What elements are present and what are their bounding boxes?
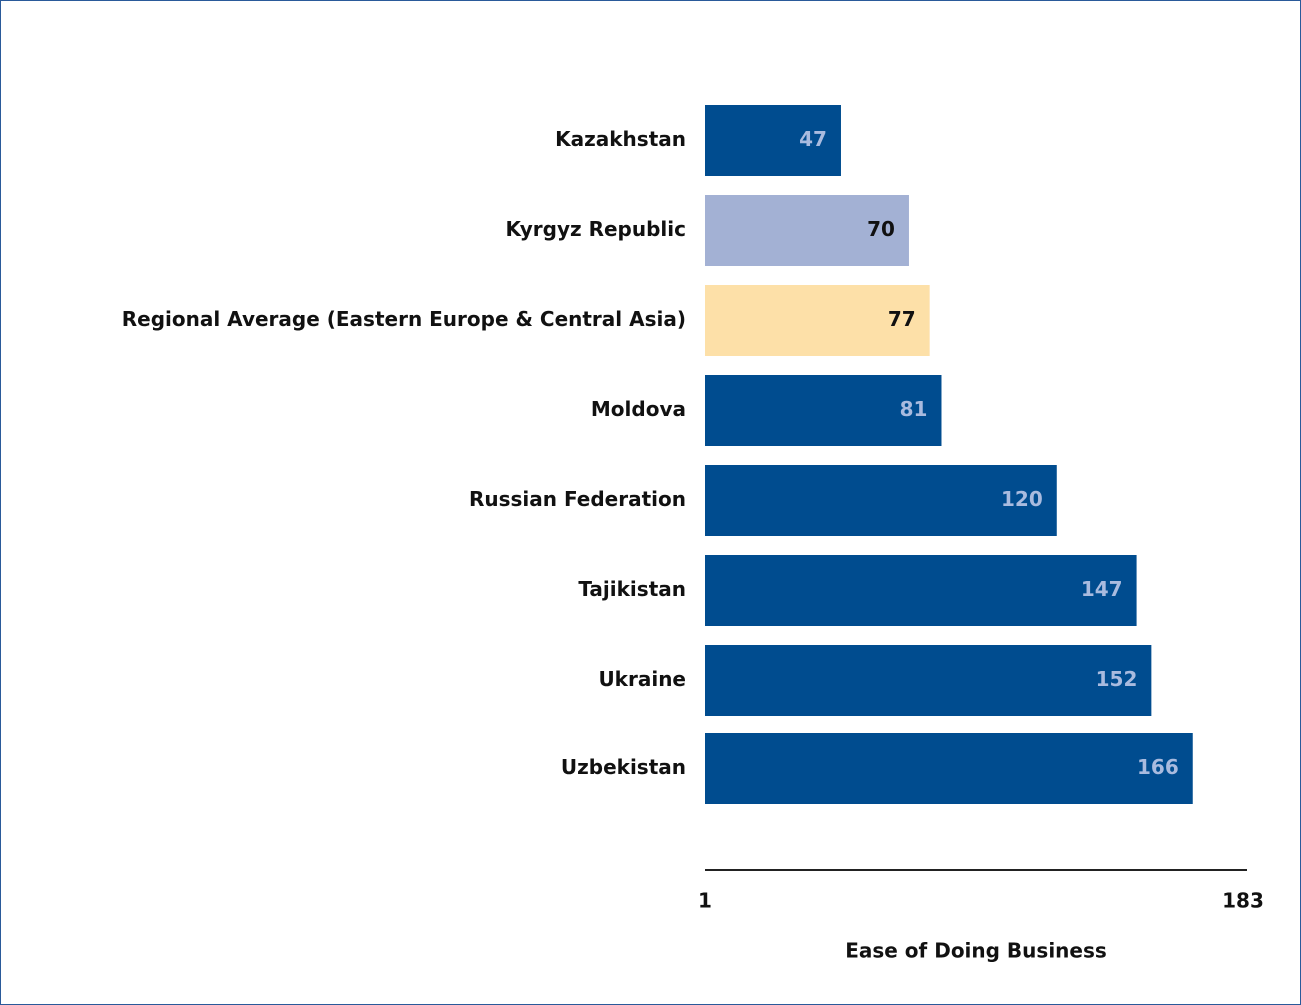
x-tick-label: 183 bbox=[1222, 889, 1264, 913]
value-label: 77 bbox=[888, 307, 916, 331]
bar bbox=[705, 285, 930, 356]
category-label: Kazakhstan bbox=[555, 127, 686, 151]
value-label: 70 bbox=[867, 217, 895, 241]
value-label: 120 bbox=[1001, 487, 1043, 511]
bar bbox=[705, 645, 1152, 716]
bar bbox=[705, 733, 1193, 804]
bar bbox=[705, 375, 942, 446]
x-axis-label: Ease of Doing Business bbox=[845, 939, 1107, 963]
category-label: Russian Federation bbox=[469, 487, 686, 511]
value-label: 152 bbox=[1096, 667, 1138, 691]
value-label: 166 bbox=[1137, 755, 1179, 779]
category-label: Moldova bbox=[591, 397, 686, 421]
category-label: Kyrgyz Republic bbox=[506, 217, 686, 241]
bar bbox=[705, 465, 1057, 536]
value-label: 47 bbox=[799, 127, 827, 151]
category-label: Tajikistan bbox=[578, 577, 686, 601]
value-label: 81 bbox=[900, 397, 928, 421]
bar bbox=[705, 105, 841, 176]
bar bbox=[705, 195, 909, 266]
category-label: Regional Average (Eastern Europe & Centr… bbox=[122, 307, 686, 331]
category-label: Uzbekistan bbox=[561, 755, 686, 779]
x-tick-label: 1 bbox=[698, 889, 712, 913]
value-label: 147 bbox=[1081, 577, 1123, 601]
bar bbox=[705, 555, 1137, 626]
category-label: Ukraine bbox=[598, 667, 686, 691]
